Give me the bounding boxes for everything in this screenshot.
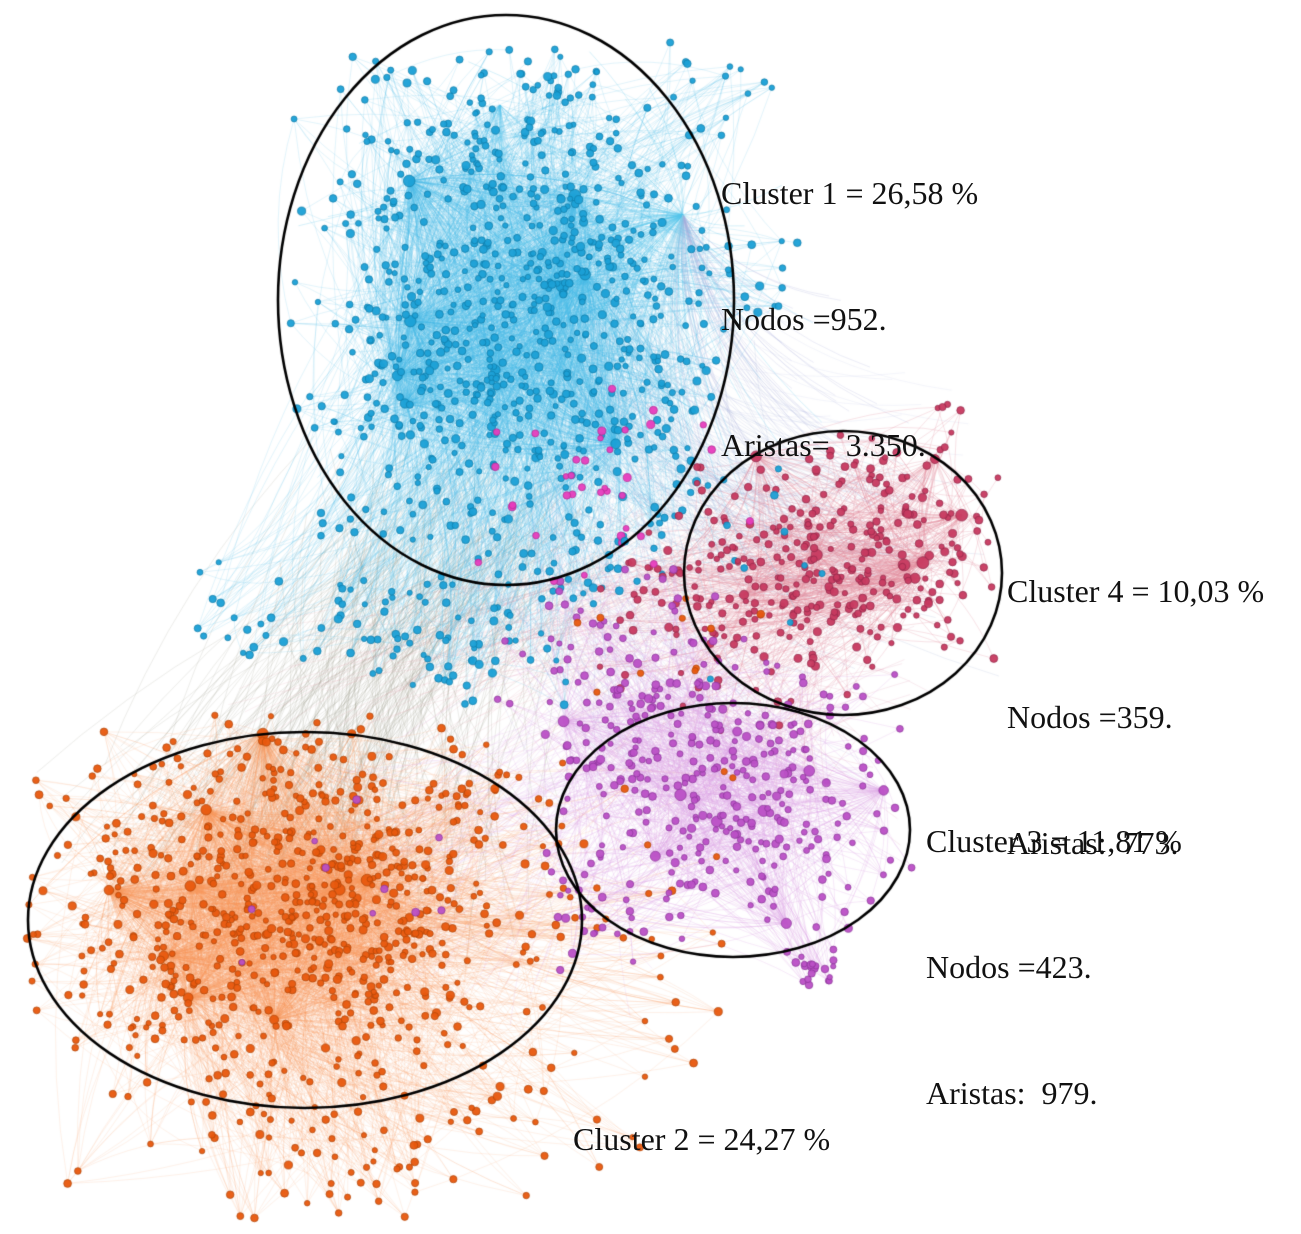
cluster-3-percent-line: Cluster 3 = 11,81 % (926, 823, 1182, 859)
cluster-1-edges-line: Aristas= 3.350. (721, 427, 926, 463)
cluster-3-nodes-line: Nodos =423. (926, 949, 1092, 985)
cluster-2-percent-line: Cluster 2 = 24,27 % (573, 1121, 831, 1157)
cluster-1-nodes-line: Nodos =952. (721, 301, 887, 337)
cluster-2-stats-label: Cluster 2 = 24,27 % Nodos =869. Aristas:… (573, 1034, 830, 1234)
cluster-4-percent-line: Cluster 4 = 10,03 % (1007, 573, 1265, 609)
cluster-1-percent-line: Cluster 1 = 26,58 % (721, 175, 979, 211)
cluster-3-stats-label: Cluster 3 = 11,81 % Nodos =423. Aristas:… (926, 736, 1182, 1198)
cluster-1-stats-label: Cluster 1 = 26,58 % Nodos =952. Aristas=… (721, 88, 978, 550)
cluster-4-stats-label: Cluster 4 = 10,03 % Nodos =359. Aristas:… (1007, 486, 1264, 948)
cluster-4-nodes-line: Nodos =359. (1007, 699, 1173, 735)
cluster-4-edges-line: Aristas: 773. (1007, 825, 1179, 861)
cluster-3-edges-line: Aristas: 979. (926, 1075, 1098, 1111)
